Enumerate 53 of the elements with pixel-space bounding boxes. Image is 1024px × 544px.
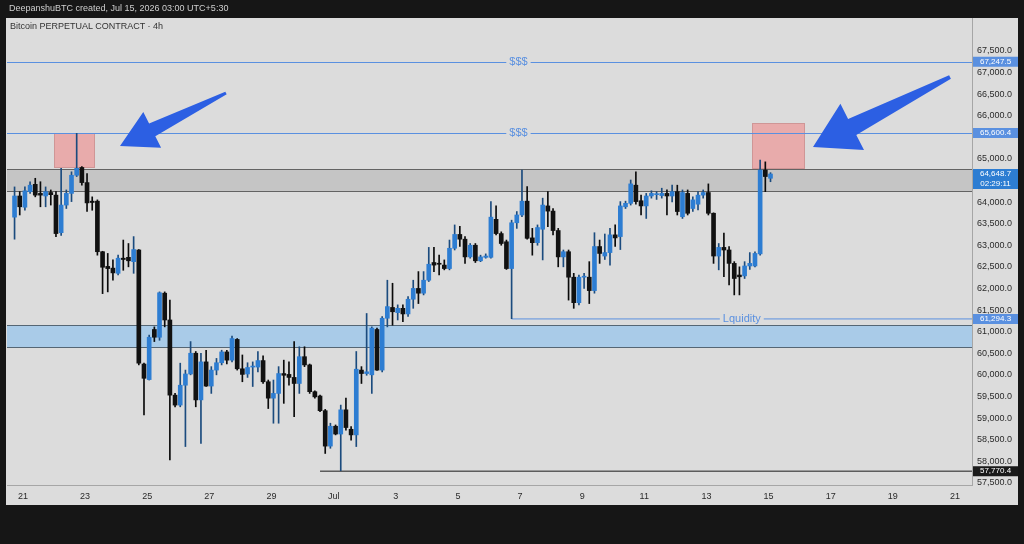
y-tick-label: 58,500.0 [977, 434, 1013, 445]
candlestick [602, 233, 608, 260]
text: 57,770.4 [979, 466, 1012, 476]
y-tick-label: 59,500.0 [977, 390, 1013, 401]
x-tick-label: 9 [579, 490, 585, 501]
x-tick-label: 15 [763, 490, 774, 501]
y-tick-label: 61,500.0 [977, 304, 1013, 315]
y-tick-label: 65,000.0 [977, 153, 1013, 164]
y-tick-label: 59,000.0 [977, 412, 1013, 423]
y-tick-label: 58,000.0 [977, 455, 1013, 466]
x-tick-label: 5 [455, 490, 461, 501]
x-tick-label: 27 [204, 490, 215, 501]
x-tick-label: 7 [517, 490, 523, 501]
x-tick-label: 29 [266, 490, 277, 501]
text: 02:29:11 [980, 179, 1012, 189]
ref-line-label: $$$ [509, 54, 528, 67]
x-tick-label: 21 [17, 490, 28, 501]
y-tick-label: 60,000.0 [977, 369, 1013, 380]
candlestick [762, 161, 768, 192]
y-tick-label: 62,500.0 [977, 261, 1013, 272]
x-tick-label: 25 [142, 490, 153, 501]
y-tick-label: 66,000.0 [977, 110, 1013, 121]
x-tick-label: 17 [825, 490, 836, 501]
candlestick [48, 189, 54, 206]
y-tick-label: 62,000.0 [977, 282, 1013, 293]
y-tick-label: 67,500.0 [977, 45, 1013, 56]
y-tick-label: 57,500.0 [977, 477, 1013, 488]
y-tick-label: 64,000.0 [977, 196, 1013, 207]
chart-title: Bitcoin PERPETUAL CONTRACT · 4h [10, 21, 164, 32]
y-tick-label: 61,000.0 [977, 326, 1013, 337]
text: 64,648.7 [979, 169, 1012, 179]
text: 67,247.5 [979, 56, 1012, 66]
candlestick [747, 252, 753, 270]
x-tick-label: Jul [327, 490, 340, 501]
x-tick-label: 19 [887, 490, 898, 501]
y-tick-label: 60,500.0 [977, 347, 1013, 358]
y-tick-label: 63,500.0 [977, 218, 1013, 229]
x-tick-label: 21 [949, 490, 960, 501]
x-tick-label: 23 [80, 490, 91, 501]
text: 61,294.3 [979, 314, 1012, 324]
x-tick-label: 13 [701, 490, 712, 501]
text: 65,600.4 [979, 128, 1012, 138]
y-tick-label: 63,000.0 [977, 239, 1013, 250]
text: DeepanshuBTC created, Jul 15, 2026 03:00 UTC+5:30 [9, 3, 229, 14]
x-tick-label: 11 [639, 490, 649, 501]
y-tick-label: 66,500.0 [977, 88, 1013, 99]
candlestick [436, 254, 442, 276]
series-label: Lquidity [722, 311, 762, 324]
candlestick [281, 359, 287, 404]
candlestick [291, 341, 297, 418]
x-tick-label: 3 [393, 490, 399, 501]
ref-line-label: $$$ [509, 125, 528, 138]
y-tick-label: 67,000.0 [977, 66, 1013, 77]
